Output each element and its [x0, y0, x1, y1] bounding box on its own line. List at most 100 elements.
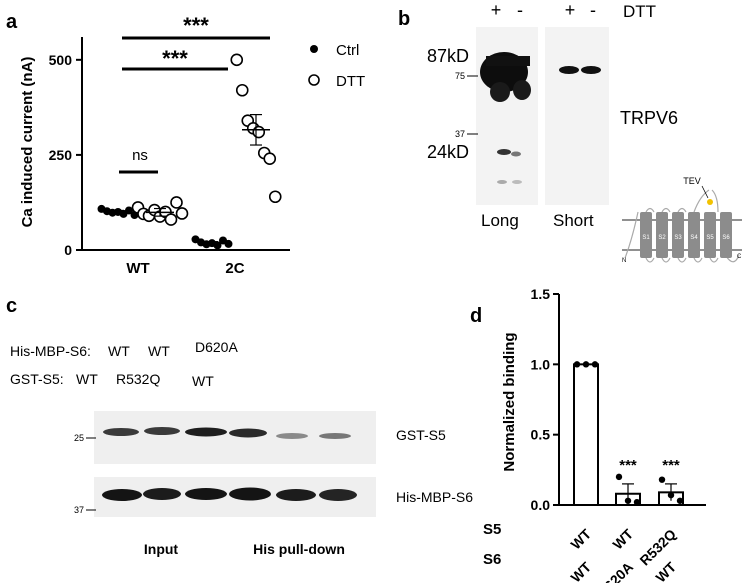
b-lane-mark-1: +: [491, 0, 502, 20]
a-sig-label-2: ***: [183, 13, 209, 38]
a-y-tick-label: 0: [64, 242, 72, 258]
b-seg-s6: S6: [722, 235, 730, 241]
d-point: [582, 361, 590, 368]
c-row2-val-1: WT: [76, 371, 98, 387]
b-size-24: 24kD: [427, 142, 469, 162]
d-cat-s5-2: R532Q: [636, 526, 679, 569]
d-sig-label: ***: [662, 457, 680, 474]
d-y-axis-label: Normalized binding: [501, 332, 518, 471]
panel-c-letter: c: [6, 295, 17, 317]
a-x-tick-wt: WT: [126, 260, 149, 277]
panel-a-letter: a: [6, 11, 18, 33]
c-row1-val-3: D620A: [195, 339, 238, 355]
d-sig-label: ***: [619, 457, 637, 474]
a-legend-ctrl-marker: [310, 45, 318, 53]
d-row-label-s6: S6: [483, 551, 501, 568]
a-point-ctrl-2c: [224, 239, 233, 248]
a-y-tick-label: 500: [49, 52, 73, 68]
b-tev-label: TEV: [683, 176, 701, 186]
b-seg-s4: S4: [690, 235, 698, 241]
d-point: [573, 361, 581, 368]
c-mbp-bands: [102, 487, 357, 501]
b-dtt-label: DTT: [623, 2, 656, 21]
a-legend-dtt: DTT: [336, 73, 365, 90]
d-point: [658, 476, 666, 483]
a-point-dtt-wt: [175, 207, 189, 220]
d-bars: *** ***: [573, 361, 684, 507]
c-input-label: Input: [144, 541, 179, 557]
b-size-37: 37: [455, 129, 465, 139]
d-point: [591, 361, 599, 368]
b-short-label: Short: [553, 211, 594, 230]
b-n-label: N: [622, 258, 626, 264]
a-sig-label-1: ***: [162, 46, 188, 71]
b-size-75: 75: [455, 71, 465, 81]
b-long-bands: [480, 52, 531, 184]
d-y-ticks: 0.0 0.5 1.0 1.5: [531, 286, 559, 513]
c-row2-val-3: WT: [192, 373, 214, 389]
a-point-dtt-wt: [164, 213, 178, 226]
b-seg-s5: S5: [706, 235, 714, 241]
a-legend-dtt-marker: [308, 74, 320, 86]
b-tev-site-icon: [707, 199, 713, 205]
d-point: [615, 473, 623, 481]
panel-d-bar-chart: Normalized binding 0.0 0.5 1.0 1.5 *** *** S…: [483, 286, 706, 583]
d-cat-s5-1: WT: [609, 525, 636, 552]
a-point-dtt-2c: [263, 152, 277, 166]
c-gst-bands: [103, 427, 351, 439]
b-size-87: 87kD: [427, 46, 469, 66]
a-point-dtt-2c: [252, 125, 266, 139]
panel-d-letter: d: [470, 305, 482, 327]
d-y-tick-label: 0.0: [531, 497, 551, 513]
c-marker-25: 25: [74, 433, 84, 443]
b-seg-s3: S3: [674, 235, 682, 241]
b-topology-diagram: [622, 185, 742, 263]
c-row1-val-2: WT: [148, 343, 170, 359]
b-short-bands: [559, 66, 601, 74]
d-cat-s5-0: WT: [567, 525, 594, 552]
a-point-dtt-2c: [268, 190, 282, 204]
d-point: [667, 491, 675, 499]
c-pulldown-label: His pull-down: [253, 541, 345, 557]
b-long-label: Long: [481, 211, 519, 230]
c-marker-37: 37: [74, 505, 84, 515]
d-cat-s6-0: WT: [567, 558, 594, 583]
b-c-label: C: [737, 254, 742, 260]
a-y-tick-label: 250: [49, 147, 73, 163]
b-seg-s1: S1: [642, 235, 650, 241]
panel-a-scatter-chart: Ca induced current (nA) 0 250 500 WT 2C ns…: [19, 13, 365, 277]
a-point-dtt-wt: [170, 196, 183, 209]
b-seg-s2: S2: [658, 235, 666, 241]
a-ns-label: ns: [132, 147, 148, 164]
a-y-axis-label: Ca induced current (nA): [19, 57, 36, 228]
a-y-ticks: 0 250 500: [49, 52, 82, 258]
d-point: [624, 497, 632, 504]
a-points: [97, 53, 282, 250]
d-y-tick-label: 1.5: [531, 286, 551, 302]
d-row-label-s5: S5: [483, 521, 501, 538]
b-lane-mark-3: +: [565, 0, 576, 20]
panel-b-letter: b: [398, 8, 410, 30]
b-protein-label: TRPV6: [620, 108, 678, 128]
a-point-dtt-2c: [235, 83, 249, 97]
a-x-tick-2c: 2C: [225, 260, 244, 277]
d-point: [633, 498, 641, 506]
c-row2-val-2: R532Q: [116, 371, 160, 387]
d-y-tick-label: 0.5: [531, 427, 551, 443]
d-point: [676, 497, 684, 504]
d-cat-s6-1: D620A: [594, 559, 636, 583]
a-point-dtt-2c: [230, 53, 244, 67]
c-band-mbp-label: His-MBP-S6: [396, 489, 473, 505]
c-row1-val-1: WT: [108, 343, 130, 359]
b-lane-mark-2: -: [517, 0, 523, 20]
b-blot-short: [545, 27, 609, 205]
c-row2-label: GST-S5:: [10, 371, 64, 387]
d-cat-s6-2: WT: [652, 558, 679, 583]
c-row1-label: His-MBP-S6:: [10, 343, 91, 359]
d-bar-0: [573, 363, 599, 507]
d-y-tick-label: 1.0: [531, 356, 551, 372]
c-band-gst-label: GST-S5: [396, 427, 446, 443]
b-lane-mark-4: -: [590, 0, 596, 20]
